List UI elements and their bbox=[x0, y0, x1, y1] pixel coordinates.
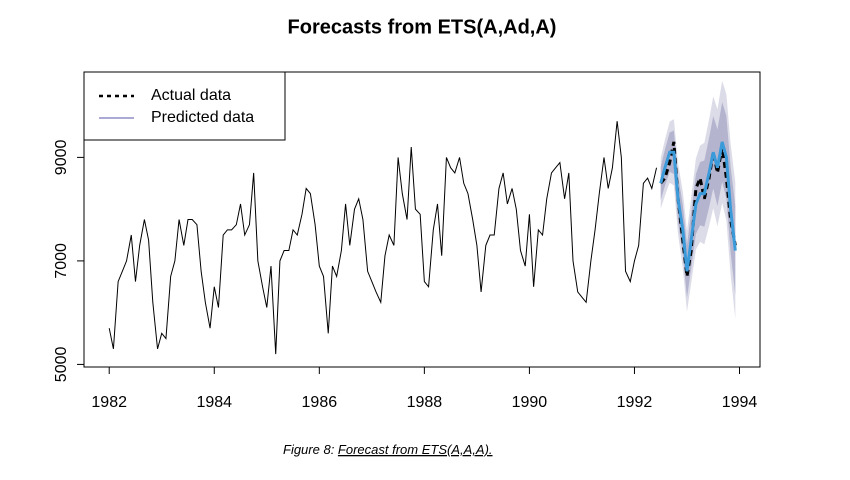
x-tick-label: 1984 bbox=[196, 394, 232, 411]
legend-label: Predicted data bbox=[151, 109, 254, 126]
y-tick-label: 9000 bbox=[53, 139, 70, 175]
caption-prefix: Figure 8: bbox=[283, 442, 338, 457]
x-tick-label: 1992 bbox=[617, 394, 653, 411]
chart-title: Forecasts from ETS(A,Ad,A) bbox=[288, 16, 557, 38]
legend-box bbox=[83, 71, 286, 141]
series-line bbox=[659, 141, 737, 277]
caption-text: Forecast from ETS(A,A,A). bbox=[338, 442, 493, 457]
x-tick-label: 1986 bbox=[302, 394, 338, 411]
x-tick-label: 1994 bbox=[722, 394, 758, 411]
y-tick-label: 7000 bbox=[53, 243, 70, 279]
series-line bbox=[659, 141, 737, 272]
x-tick-label: 1982 bbox=[91, 394, 127, 411]
legend-label: Actual data bbox=[151, 87, 231, 104]
legend: Actual data Predicted data bbox=[83, 71, 286, 141]
caption: Figure 8: Forecast from ETS(A,A,A). bbox=[283, 442, 493, 457]
x-tick-label: 1988 bbox=[407, 394, 443, 411]
y-tick-label: 5000 bbox=[53, 347, 70, 383]
x-tick-label: 1990 bbox=[512, 394, 548, 411]
history-line bbox=[108, 121, 658, 355]
